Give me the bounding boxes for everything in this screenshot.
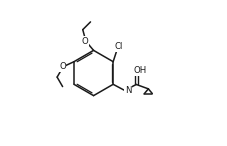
Text: N: N xyxy=(124,86,131,95)
Text: Cl: Cl xyxy=(114,42,122,51)
Text: O: O xyxy=(59,62,65,71)
Text: O: O xyxy=(81,36,88,46)
Text: OH: OH xyxy=(133,66,146,75)
